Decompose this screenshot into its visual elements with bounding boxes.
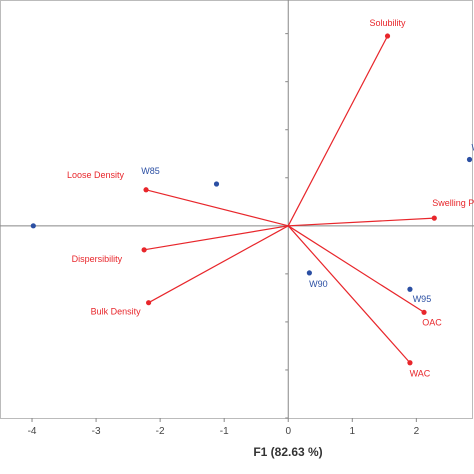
loading-vector-label: WAC <box>410 369 431 379</box>
loading-vector-point <box>431 215 437 221</box>
x-tick-label: -1 <box>220 426 229 437</box>
x-tick-labels: -4 -3 -2 -1 0 1 2 <box>28 418 420 437</box>
observation-label: W <box>472 143 474 153</box>
plot-frame <box>0 0 473 419</box>
loading-vector-line <box>287 225 411 364</box>
x-tick-label: 1 <box>350 426 356 437</box>
loading-vector-label: Loose Density <box>67 170 125 180</box>
loading-vector-point <box>407 360 413 366</box>
loading-vector-label: Bulk Density <box>91 307 142 317</box>
observation-point <box>407 286 413 292</box>
loading-vector-label: Solubility <box>370 18 407 28</box>
x-tick-label: -2 <box>156 426 165 437</box>
y-axis-line <box>285 0 289 419</box>
x-axis-title: F1 (82.63 %) <box>253 445 322 459</box>
loading-vector-point <box>421 309 427 315</box>
x-tick-label: -4 <box>28 426 37 437</box>
loading-vector-point <box>384 33 391 39</box>
loading-vector-label: OAC <box>422 317 442 327</box>
observation-point <box>30 223 36 229</box>
loading-vector-line <box>287 225 425 313</box>
observation-point <box>306 270 312 276</box>
x-tick-label: -3 <box>92 426 101 437</box>
x-tick-label: 2 <box>414 426 420 437</box>
loading-vector-point <box>146 300 152 306</box>
observation-label: W95 <box>413 294 432 304</box>
loading-vectors: Solubility Swelling P Loose Density Dispers… <box>67 18 474 379</box>
loading-vector-line <box>144 225 289 251</box>
observation-points: W85 W90 W95 W <box>30 143 474 304</box>
observation-label: W90 <box>309 279 328 289</box>
loading-vector-point <box>143 187 149 193</box>
observation-point <box>466 156 473 163</box>
loading-vector-line <box>148 225 289 304</box>
loading-vector-line <box>145 189 289 227</box>
loading-vector-label: Dispersibility <box>72 254 123 264</box>
observation-label: W85 <box>141 166 160 176</box>
x-tick-label: 0 <box>285 426 291 437</box>
loading-vector-label: Swelling P <box>432 198 474 208</box>
loading-vector-point <box>141 247 147 253</box>
loading-vector-line <box>287 35 389 227</box>
loading-vector-line <box>288 217 435 227</box>
observation-point <box>213 181 220 187</box>
